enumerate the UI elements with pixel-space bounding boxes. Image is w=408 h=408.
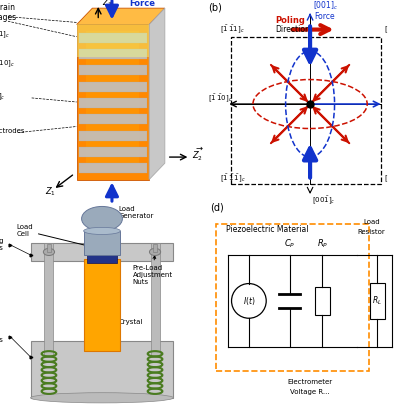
Text: $[001]_c$: $[001]_c$ (313, 0, 339, 12)
Text: Force: Force (130, 0, 155, 8)
Bar (47, 244, 51, 252)
Text: $1]_c$: $1]_c$ (0, 30, 10, 40)
Text: $[\bar{1}\,\bar{1}0]_c$: $[\bar{1}\,\bar{1}0]_c$ (208, 92, 233, 104)
Text: $R_L$: $R_L$ (373, 295, 382, 307)
Text: Voltage R...: Voltage R... (290, 389, 330, 395)
Bar (44, 243, 53, 357)
Text: Gages: Gages (0, 13, 17, 22)
Bar (31, 243, 173, 261)
Bar (315, 286, 330, 315)
Ellipse shape (31, 392, 173, 403)
Text: $C_P$: $C_P$ (284, 238, 295, 251)
Text: Electrometer: Electrometer (288, 379, 333, 384)
Text: Force: Force (314, 12, 335, 21)
Text: $\overrightarrow{Z_2}$: $\overrightarrow{Z_2}$ (192, 146, 204, 163)
Polygon shape (86, 31, 140, 163)
Bar (31, 341, 173, 398)
Bar (86, 255, 118, 263)
Text: Pre-Load
Adjustment
Nuts: Pre-Load Adjustment Nuts (133, 256, 173, 286)
Bar (216, 224, 369, 371)
Text: Poling: Poling (275, 16, 305, 25)
Text: $I(t)$: $I(t)$ (243, 295, 255, 307)
Text: $\rightarrow [110]_c$: $\rightarrow [110]_c$ (0, 58, 15, 69)
Text: Strain: Strain (0, 3, 16, 12)
Text: $R_P$: $R_P$ (317, 238, 328, 251)
Text: $[\bar{1}\,\bar{1}1]_c$: $[\bar{1}\,\bar{1}1]_c$ (220, 24, 245, 35)
Text: $Z_3$: $Z_3$ (102, 0, 113, 9)
Ellipse shape (149, 248, 161, 255)
Text: $[\bar{1}\,\bar{1}\,\bar{1}]_c$: $[\bar{1}\,\bar{1}\,\bar{1}]_c$ (220, 173, 246, 184)
Polygon shape (79, 65, 147, 75)
Polygon shape (79, 163, 147, 173)
Polygon shape (79, 98, 147, 108)
Text: Crystal: Crystal (106, 316, 143, 325)
Text: Load
Generator: Load Generator (115, 206, 154, 223)
Polygon shape (79, 33, 147, 43)
Text: $]_c$: $]_c$ (0, 91, 6, 102)
Text: Load
Cell: Load Cell (16, 224, 88, 246)
Ellipse shape (43, 248, 55, 255)
Polygon shape (79, 82, 147, 92)
Bar (370, 282, 385, 319)
Bar (231, 37, 381, 184)
Polygon shape (77, 8, 165, 24)
Text: (d): (d) (210, 202, 224, 212)
Ellipse shape (84, 227, 120, 235)
Text: (b): (b) (208, 2, 222, 12)
Text: Spring
Gages: Spring Gages (0, 238, 4, 251)
Polygon shape (77, 24, 149, 57)
Ellipse shape (82, 206, 122, 231)
Text: Load
Gages: Load Gages (0, 330, 4, 343)
Polygon shape (77, 24, 149, 180)
Bar (151, 243, 160, 357)
Bar (84, 259, 120, 351)
Polygon shape (79, 49, 147, 59)
Text: $[00\bar{1}]_c$: $[00\bar{1}]_c$ (312, 194, 336, 206)
Polygon shape (79, 147, 147, 157)
Text: Load: Load (363, 220, 379, 225)
Text: $Z_1$: $Z_1$ (45, 186, 56, 198)
Text: Electrodes: Electrodes (0, 128, 25, 133)
Text: Piezoelectric Material: Piezoelectric Material (226, 224, 309, 233)
Text: $[$: $[$ (384, 174, 388, 184)
Bar (153, 244, 157, 252)
Text: Resistor: Resistor (357, 228, 385, 235)
Text: $[$: $[$ (384, 25, 388, 35)
Polygon shape (79, 131, 147, 141)
Bar (84, 231, 120, 255)
Text: Direction: Direction (275, 24, 310, 33)
Polygon shape (79, 114, 147, 124)
Polygon shape (149, 8, 165, 180)
